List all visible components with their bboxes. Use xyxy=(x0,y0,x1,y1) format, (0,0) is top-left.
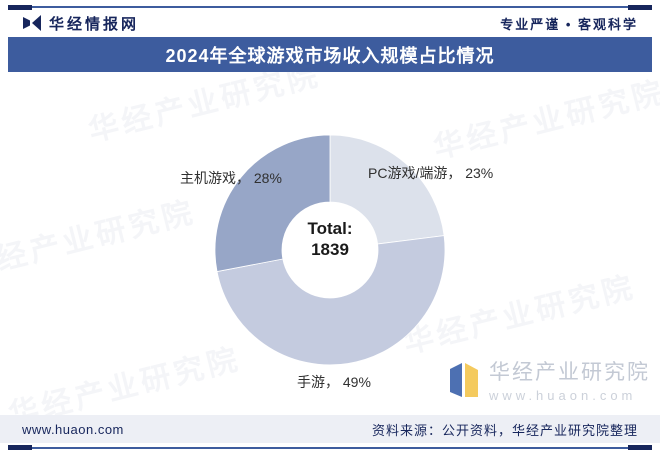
pie-slice-PC游戏/端游 xyxy=(329,134,445,245)
donut-chart xyxy=(210,130,450,370)
watermark-brand-url: www.huaon.com xyxy=(489,388,637,403)
slice-label-mobile: 手游， 49% xyxy=(297,374,371,390)
huajing-book-logo-icon xyxy=(448,361,480,399)
huajing-logo-icon xyxy=(22,15,42,31)
top-right-cap xyxy=(628,5,652,10)
slice-label-console: 主机游戏， 28% xyxy=(180,170,282,186)
pie-slice-手游 xyxy=(216,235,446,366)
header-tagline: 专业严谨 • 客观科学 xyxy=(500,16,638,32)
footer: www.huaon.com 资料来源：公开资料，华经产业研究院整理 xyxy=(0,415,660,443)
brand-watermark: 华经产业研究院 www.huaon.com xyxy=(448,356,650,403)
header: 华经情报网 专业严谨 • 客观科学 xyxy=(22,11,638,35)
donut-center-value: 1839 xyxy=(311,240,349,260)
diagonal-watermark: 华经产业研究院 xyxy=(430,75,660,166)
top-divider xyxy=(8,6,652,8)
footer-website: www.huaon.com xyxy=(22,421,124,437)
chart-title-bar: 2024年全球游戏市场收入规模占比情况 xyxy=(8,37,652,72)
diagonal-watermark: 华经产业研究院 xyxy=(0,195,200,286)
brand-name: 华经情报网 xyxy=(49,15,140,33)
footer-source: 资料来源：公开资料，华经产业研究院整理 xyxy=(371,422,638,438)
pie-slice-主机游戏 xyxy=(214,134,331,273)
bottom-right-cap xyxy=(628,445,652,450)
chart-title: 2024年全球游戏市场收入规模占比情况 xyxy=(165,45,495,66)
top-left-cap xyxy=(8,5,32,10)
slice-label-pc: PC游戏/端游， 23% xyxy=(368,165,494,181)
bottom-divider xyxy=(8,447,652,449)
watermark-brand-name: 华经产业研究院 xyxy=(489,361,650,384)
brand: 华经情报网 xyxy=(22,13,139,34)
donut-center-label: Total: xyxy=(307,219,353,238)
bottom-left-cap xyxy=(8,445,32,450)
donut-svg xyxy=(214,134,446,366)
donut-center-text: Total: 1839 xyxy=(210,218,450,261)
